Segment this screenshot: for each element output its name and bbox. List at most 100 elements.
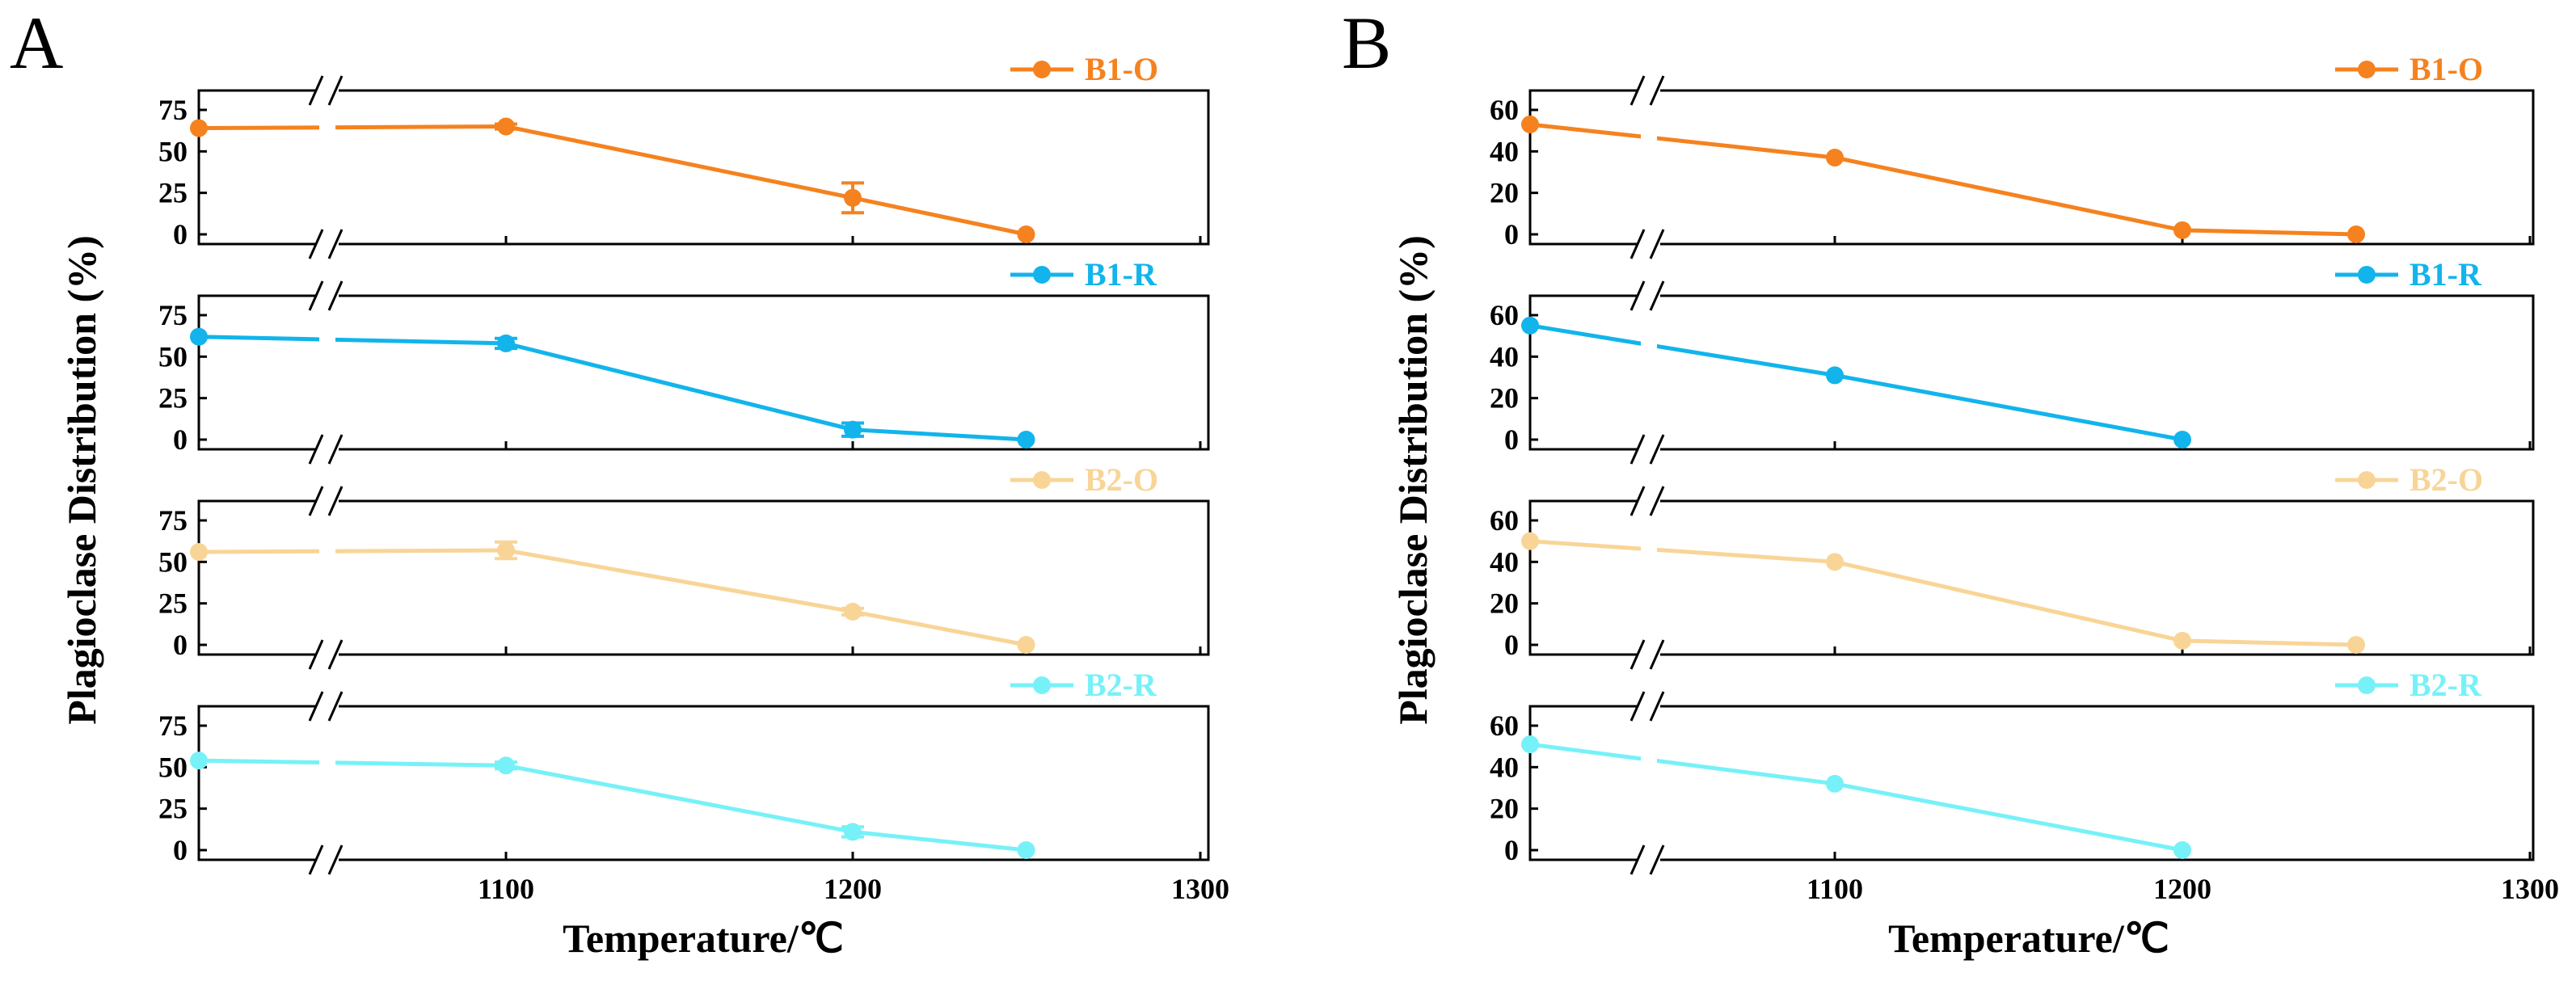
legend-marker <box>2358 676 2376 694</box>
axis-break-mark <box>327 75 344 106</box>
y-tick-label: 40 <box>1490 751 1519 783</box>
x-tick-label: 1300 <box>2501 873 2559 905</box>
legend-label: B2-R <box>2409 667 2482 703</box>
y-tick-label: 20 <box>1490 177 1519 209</box>
legend-marker <box>1033 61 1051 78</box>
y-tick-label: 50 <box>158 135 188 167</box>
plot-frame <box>197 705 1210 861</box>
legend-marker <box>2358 61 2376 78</box>
axis-break-mark <box>327 691 344 722</box>
subplot-b2-r: 0 20 40 60 B2-R <box>1490 667 2535 875</box>
axis-break-mark <box>1629 434 1646 465</box>
legend-marker <box>2358 266 2376 284</box>
plot-frame <box>1528 705 2535 861</box>
legend-marker <box>1033 676 1051 694</box>
data-point <box>844 823 862 841</box>
axis-break-mark <box>327 486 344 516</box>
axis-break-gap <box>1638 703 1660 710</box>
axis-break-mark <box>327 280 344 311</box>
axis-break-mark <box>327 639 344 670</box>
legend-marker <box>2358 471 2376 489</box>
series-line <box>1529 122 2357 237</box>
axis-break-gap <box>1638 446 1660 453</box>
line-break-gap <box>319 122 335 133</box>
x-axis-title: Temperature/℃ <box>563 916 844 961</box>
data-point <box>1017 431 1035 448</box>
y-tick-label: 25 <box>158 382 188 415</box>
line-break-gap <box>1641 132 1657 142</box>
y-tick-label: 0 <box>1504 834 1519 866</box>
axis-break-mark <box>327 229 344 259</box>
y-tick-label: 20 <box>1490 793 1519 825</box>
line-break-gap <box>319 335 335 345</box>
data-point <box>190 119 208 137</box>
axis-break-mark <box>327 844 344 875</box>
series-line <box>198 548 1027 647</box>
plot-frame <box>197 89 1210 246</box>
line-break-gap <box>1641 755 1657 765</box>
axis-break-gap <box>1638 651 1660 658</box>
x-axis-title: Temperature/℃ <box>1888 916 2169 961</box>
x-tick-label: 1100 <box>478 873 534 905</box>
plot-frame <box>1528 294 2535 451</box>
series-line <box>198 758 1027 853</box>
subplot-b2-o: 0 20 40 60 B2-O <box>1490 461 2535 670</box>
y-tick-label: 75 <box>158 94 188 126</box>
data-point <box>2347 636 2365 654</box>
line-break-gap <box>319 546 335 557</box>
axis-break-mark <box>1629 486 1646 516</box>
y-tick-label: 20 <box>1490 587 1519 620</box>
subplot-b2-o: 0 25 50 75 B2-O <box>158 461 1210 670</box>
axis-break-mark <box>1649 691 1665 722</box>
data-point <box>1521 316 1539 335</box>
axis-break-gap <box>1638 293 1660 299</box>
subplot-b1-o: 0 25 50 75 B1-O <box>158 51 1210 259</box>
axis-break-gap <box>1638 241 1660 247</box>
axis-break-gap <box>316 703 339 710</box>
x-tick-label: 1200 <box>824 873 882 905</box>
axis-break-mark <box>308 280 324 311</box>
data-point <box>1826 149 1844 167</box>
legend-label: B1-O <box>2409 51 2483 87</box>
panel-b: B 0 20 40 60 B1-O 0 20 40 60 B1-R 0 20 40 60 B2-O 0 20 40 6… <box>1342 2 2559 961</box>
axis-break-mark <box>1629 639 1646 670</box>
x-tick-label: 1300 <box>1171 873 1229 905</box>
axis-break-gap <box>1638 498 1660 504</box>
axis-break-mark <box>1649 229 1665 259</box>
plot-frame <box>197 499 1210 656</box>
panel-label: B <box>1342 2 1391 84</box>
line-break-gap <box>1641 339 1657 350</box>
data-point <box>497 541 515 559</box>
data-point <box>2173 841 2191 859</box>
y-tick-label: 75 <box>158 710 188 742</box>
legend-label: B1-R <box>1085 256 1157 293</box>
data-point <box>497 756 515 775</box>
y-tick-label: 50 <box>158 751 188 783</box>
subplot-b2-r: 0 25 50 75 B2-R <box>158 667 1210 875</box>
axis-break-mark <box>1649 280 1665 311</box>
x-tick-label: 1200 <box>2153 873 2211 905</box>
axis-break-gap <box>316 241 339 247</box>
data-point <box>1826 366 1844 385</box>
axis-break-mark <box>1629 75 1646 106</box>
y-tick-label: 60 <box>1490 94 1519 126</box>
legend-marker <box>1033 471 1051 489</box>
y-tick-label: 75 <box>158 504 188 537</box>
legend-label: B2-O <box>1085 461 1158 498</box>
series-line <box>198 124 1027 237</box>
axis-break-gap <box>316 651 339 658</box>
legend-marker <box>1033 266 1051 284</box>
axis-break-mark <box>308 75 324 106</box>
series-line <box>1529 539 2357 647</box>
y-tick-label: 0 <box>1504 629 1519 661</box>
y-tick-label: 75 <box>158 299 188 331</box>
axis-break-mark <box>308 486 324 516</box>
data-point <box>844 188 862 207</box>
axis-break-mark <box>1649 639 1665 670</box>
data-point <box>1017 841 1035 859</box>
line-break-gap <box>319 757 335 768</box>
data-point <box>1521 735 1539 754</box>
axis-break-mark <box>327 434 344 465</box>
legend-label: B2-R <box>1085 667 1157 703</box>
axis-break-mark <box>1629 229 1646 259</box>
